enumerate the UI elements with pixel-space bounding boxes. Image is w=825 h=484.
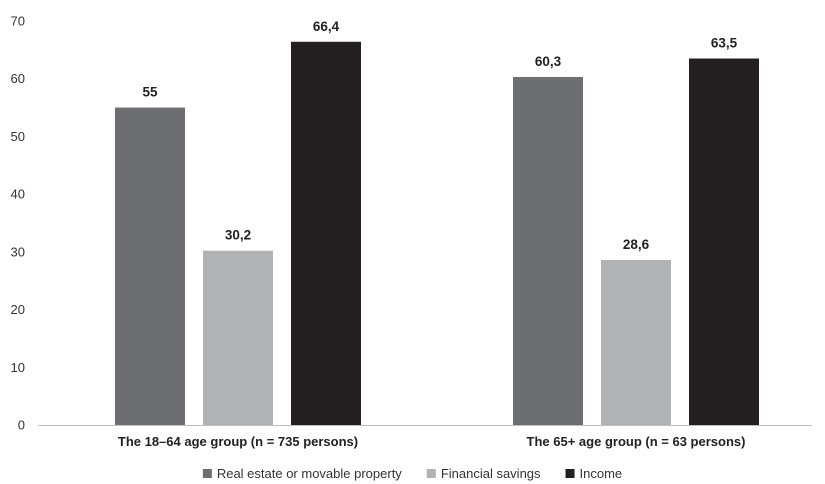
y-axis: 0 10 20 30 40 50 60 70 (11, 14, 25, 433)
x-category-label: The 65+ age group (n = 63 persons) (527, 434, 746, 449)
legend-label: Income (580, 466, 623, 481)
legend-swatch (565, 469, 575, 478)
y-tick-label: 60 (11, 71, 25, 86)
legend-label: Real estate or movable property (217, 466, 402, 481)
bar (689, 58, 759, 426)
y-tick-label: 70 (11, 14, 25, 29)
data-label: 60,3 (535, 54, 562, 69)
bar (115, 107, 185, 426)
bars (115, 41, 759, 426)
data-labels: 55 30,2 66,4 60,3 28,6 63,5 (142, 19, 737, 252)
bar (291, 41, 361, 426)
legend-item: Financial savings (426, 466, 541, 481)
bar (601, 259, 671, 425)
legend-label: Financial savings (441, 466, 541, 481)
data-label: 28,6 (623, 237, 650, 252)
data-label: 63,5 (711, 36, 738, 51)
x-category-label: The 18–64 age group (n = 735 persons) (118, 434, 358, 449)
y-tick-label: 40 (11, 187, 25, 202)
legend-swatch (202, 469, 212, 478)
y-tick-label: 50 (11, 129, 25, 144)
bar (513, 76, 583, 426)
data-label: 66,4 (313, 19, 340, 34)
legend-item: Income (565, 466, 623, 481)
legend-swatch (426, 469, 436, 478)
y-tick-label: 30 (11, 244, 25, 259)
y-tick-label: 10 (11, 360, 25, 375)
y-tick-label: 20 (11, 302, 25, 317)
y-tick-label: 0 (18, 418, 25, 433)
data-label: 30,2 (225, 228, 251, 243)
legend: Real estate or movable property Financial… (202, 466, 623, 481)
data-label: 55 (142, 85, 158, 100)
x-axis: The 18–64 age group (n = 735 persons) The… (38, 425, 812, 449)
legend-item: Real estate or movable property (202, 466, 402, 481)
bar (203, 250, 273, 425)
